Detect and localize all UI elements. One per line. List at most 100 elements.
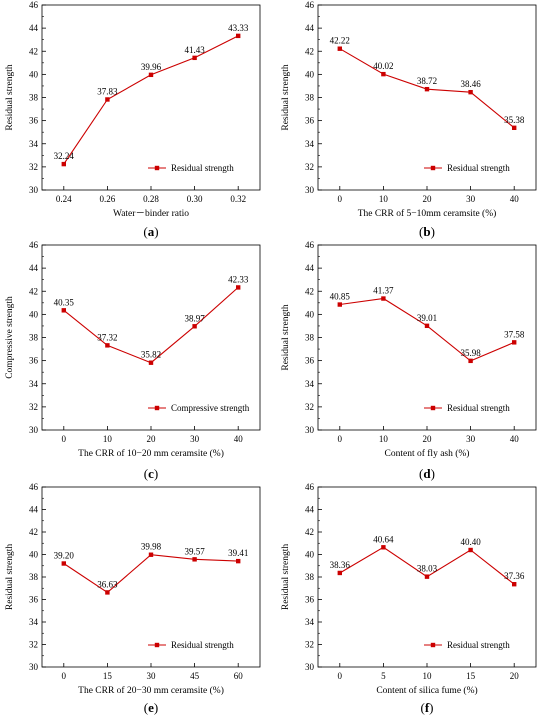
y-tick-label: 44 (305, 23, 315, 33)
y-axis-label: Residual strength (281, 64, 291, 130)
series-line (63, 35, 239, 165)
y-tick-label: 46 (29, 0, 39, 10)
y-tick-label: 44 (305, 263, 315, 273)
y-tick-label: 42 (29, 527, 38, 537)
panel-label: (c) (144, 466, 158, 481)
y-tick-label: 44 (29, 23, 39, 33)
x-tick-label: 10 (423, 671, 433, 681)
x-tick-label: 10 (379, 194, 389, 204)
chart-c: 30 32 34 36 38 40 42 44 46 0 10 20 30 40 The CRR of 10… (5, 240, 261, 481)
data-label: 35.98 (460, 348, 481, 358)
chart-f: 30 32 34 36 38 40 42 44 46 0 5 10 15 20 Content of sil… (281, 482, 537, 715)
y-tick-label: 46 (29, 482, 39, 492)
data-point (468, 547, 473, 553)
data-label: 38.72 (417, 76, 437, 86)
data-label: 39.57 (184, 546, 205, 556)
x-tick-label: 30 (466, 434, 476, 444)
y-tick-label: 34 (29, 139, 39, 149)
data-label: 39.41 (228, 548, 248, 558)
y-tick-label: 42 (29, 286, 38, 296)
y-tick-label: 36 (29, 356, 39, 366)
y-tick-label: 46 (305, 0, 315, 10)
data-point (337, 302, 342, 307)
legend-label: Residual strength (171, 640, 234, 650)
y-tick-label: 42 (305, 46, 314, 56)
data-point (512, 340, 517, 345)
y-tick-label: 32 (29, 640, 38, 650)
legend-label: Residual strength (447, 640, 510, 650)
data-label: 35.82 (141, 350, 161, 360)
data-point (381, 71, 386, 77)
y-tick-label: 32 (305, 640, 314, 650)
y-tick-label: 34 (305, 379, 315, 389)
data-label: 42.33 (228, 274, 249, 284)
data-point (61, 561, 66, 566)
y-axis-label: Residual strength (5, 544, 15, 610)
panel-label-open: ( (419, 224, 423, 239)
panel-label-letter: f (425, 700, 430, 715)
data-point (236, 285, 241, 290)
data-label: 35.38 (504, 115, 525, 125)
legend-marker (430, 165, 436, 171)
y-tick-label: 32 (29, 162, 38, 172)
y-tick-label: 34 (305, 139, 315, 149)
x-tick-label: 20 (423, 194, 433, 204)
panel-label-close: ) (154, 700, 158, 715)
series-line (63, 554, 239, 594)
panel-label-close: ) (431, 466, 435, 481)
y-tick-label: 32 (29, 402, 38, 412)
data-label: 39.20 (54, 551, 75, 561)
data-label: 38.46 (460, 79, 481, 89)
x-tick-label: 0.28 (143, 194, 159, 204)
x-tick-label: 20 (423, 434, 433, 444)
panel-label-close: ) (429, 700, 433, 715)
y-tick-label: 40 (29, 550, 39, 560)
data-point (381, 296, 386, 301)
x-tick-label: 0 (62, 671, 67, 681)
data-label: 41.37 (373, 286, 394, 296)
data-point (192, 557, 197, 562)
y-tick-label: 46 (305, 240, 315, 250)
x-tick-label: 0.24 (56, 194, 72, 204)
y-tick-label: 42 (305, 527, 314, 537)
panel-label: (f) (420, 700, 433, 715)
y-tick-label: 30 (305, 662, 315, 672)
data-label: 38.36 (330, 560, 351, 570)
x-tick-label: 40 (510, 194, 520, 204)
legend-label: Compressive strength (171, 403, 250, 413)
data-label: 38.03 (417, 564, 438, 574)
data-point (61, 308, 66, 313)
y-axis-label: Residual strength (5, 64, 15, 130)
chart-b: 30 32 34 36 38 40 42 44 46 0 10 20 30 40 The CRR of 5−… (281, 0, 537, 239)
y-tick-label: 44 (305, 505, 315, 515)
y-tick-label: 36 (29, 595, 39, 605)
panel-label-close: ) (154, 466, 158, 481)
panel-label-open: ( (420, 700, 424, 715)
data-point (468, 89, 473, 95)
data-point (337, 570, 342, 576)
x-tick-label: 0 (338, 671, 343, 681)
data-point (61, 161, 66, 167)
data-point (381, 545, 386, 550)
panel-label-open: ( (144, 466, 148, 481)
panel-label-letter: a (148, 224, 155, 239)
legend-marker (154, 405, 160, 411)
y-tick-label: 44 (29, 505, 39, 515)
y-tick-label: 30 (29, 662, 39, 672)
series-line (339, 297, 515, 362)
panel-label-letter: c (148, 466, 154, 481)
data-point (424, 86, 430, 92)
panel-label-open: ( (419, 466, 423, 481)
data-point (105, 97, 110, 102)
y-tick-label: 30 (29, 185, 39, 195)
y-tick-label: 40 (305, 550, 315, 560)
x-tick-label: 60 (234, 671, 244, 681)
x-tick-label: 30 (466, 194, 476, 204)
chart-a: 30 32 34 36 38 40 42 44 46 0.24 0.26 0.28 0.30 0.32 Wa… (5, 0, 261, 239)
x-tick-label: 20 (147, 434, 157, 444)
y-tick-label: 38 (305, 333, 315, 343)
x-axis-label: The CRR of 10−20 mm ceramsite (%) (78, 448, 224, 459)
legend-marker (154, 642, 160, 648)
y-tick-label: 32 (305, 162, 314, 172)
